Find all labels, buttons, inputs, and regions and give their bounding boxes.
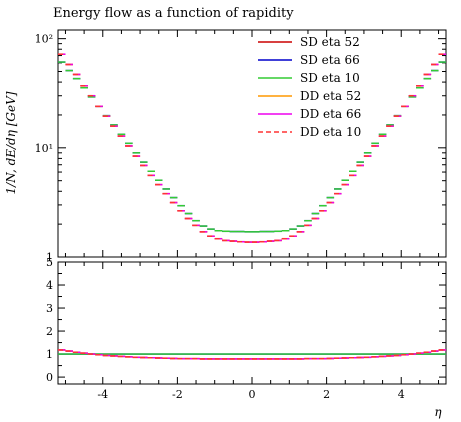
series-dd-eta-52: [58, 53, 446, 243]
main-plot-frame: [57, 29, 447, 258]
ratio-y-tick-label: 0: [46, 371, 53, 384]
legend-entry: DD eta 66: [300, 107, 361, 121]
y-tick-label: 1: [46, 251, 53, 264]
ratio-y-tick-label: 3: [46, 302, 53, 315]
legend-entry: DD eta 52: [300, 89, 361, 103]
main-plot: 1 10¹ 10²: [35, 29, 447, 264]
x-tick-label: 0: [249, 388, 256, 401]
y-tick-label: 10²: [35, 33, 53, 46]
legend-entry: SD eta 10: [300, 71, 360, 85]
x-tick-label: 4: [398, 388, 405, 401]
series-dd-eta-10: [58, 53, 446, 243]
y-tick-label: 10¹: [35, 142, 53, 155]
ratio-plot: -4 -2 0 2 4 0 1 2 3 4 5: [46, 256, 447, 401]
x-axis-label: η: [434, 405, 442, 419]
series-dd-eta-66: [58, 53, 446, 243]
ratio-y-tick-label: 1: [46, 348, 53, 361]
series-sd-eta-52: [58, 53, 446, 243]
x-tick-label: -4: [97, 388, 108, 401]
ratio-y-tick-label: 5: [46, 256, 53, 269]
y-axis-label: 1/N, dE/dη [GeV]: [4, 91, 18, 194]
legend-entry: SD eta 52: [300, 35, 360, 49]
ratio-series-dd-eta-10: [58, 349, 446, 360]
legend: SD eta 52 SD eta 66 SD eta 10 DD eta 52 DD e…: [258, 35, 361, 139]
series-sd-eta-10: [58, 61, 446, 233]
x-tick-label: -2: [172, 388, 183, 401]
chart-title: Energy flow as a function of rapidity: [53, 6, 294, 21]
legend-entry: SD eta 66: [300, 53, 360, 67]
series-sd-eta-66: [58, 61, 446, 233]
ratio-y-tick-label: 4: [46, 279, 53, 292]
ratio-plot-frame: [57, 261, 447, 385]
legend-entry: DD eta 10: [300, 125, 361, 139]
x-tick-label: 2: [323, 388, 330, 401]
ratio-y-tick-label: 2: [46, 325, 53, 338]
